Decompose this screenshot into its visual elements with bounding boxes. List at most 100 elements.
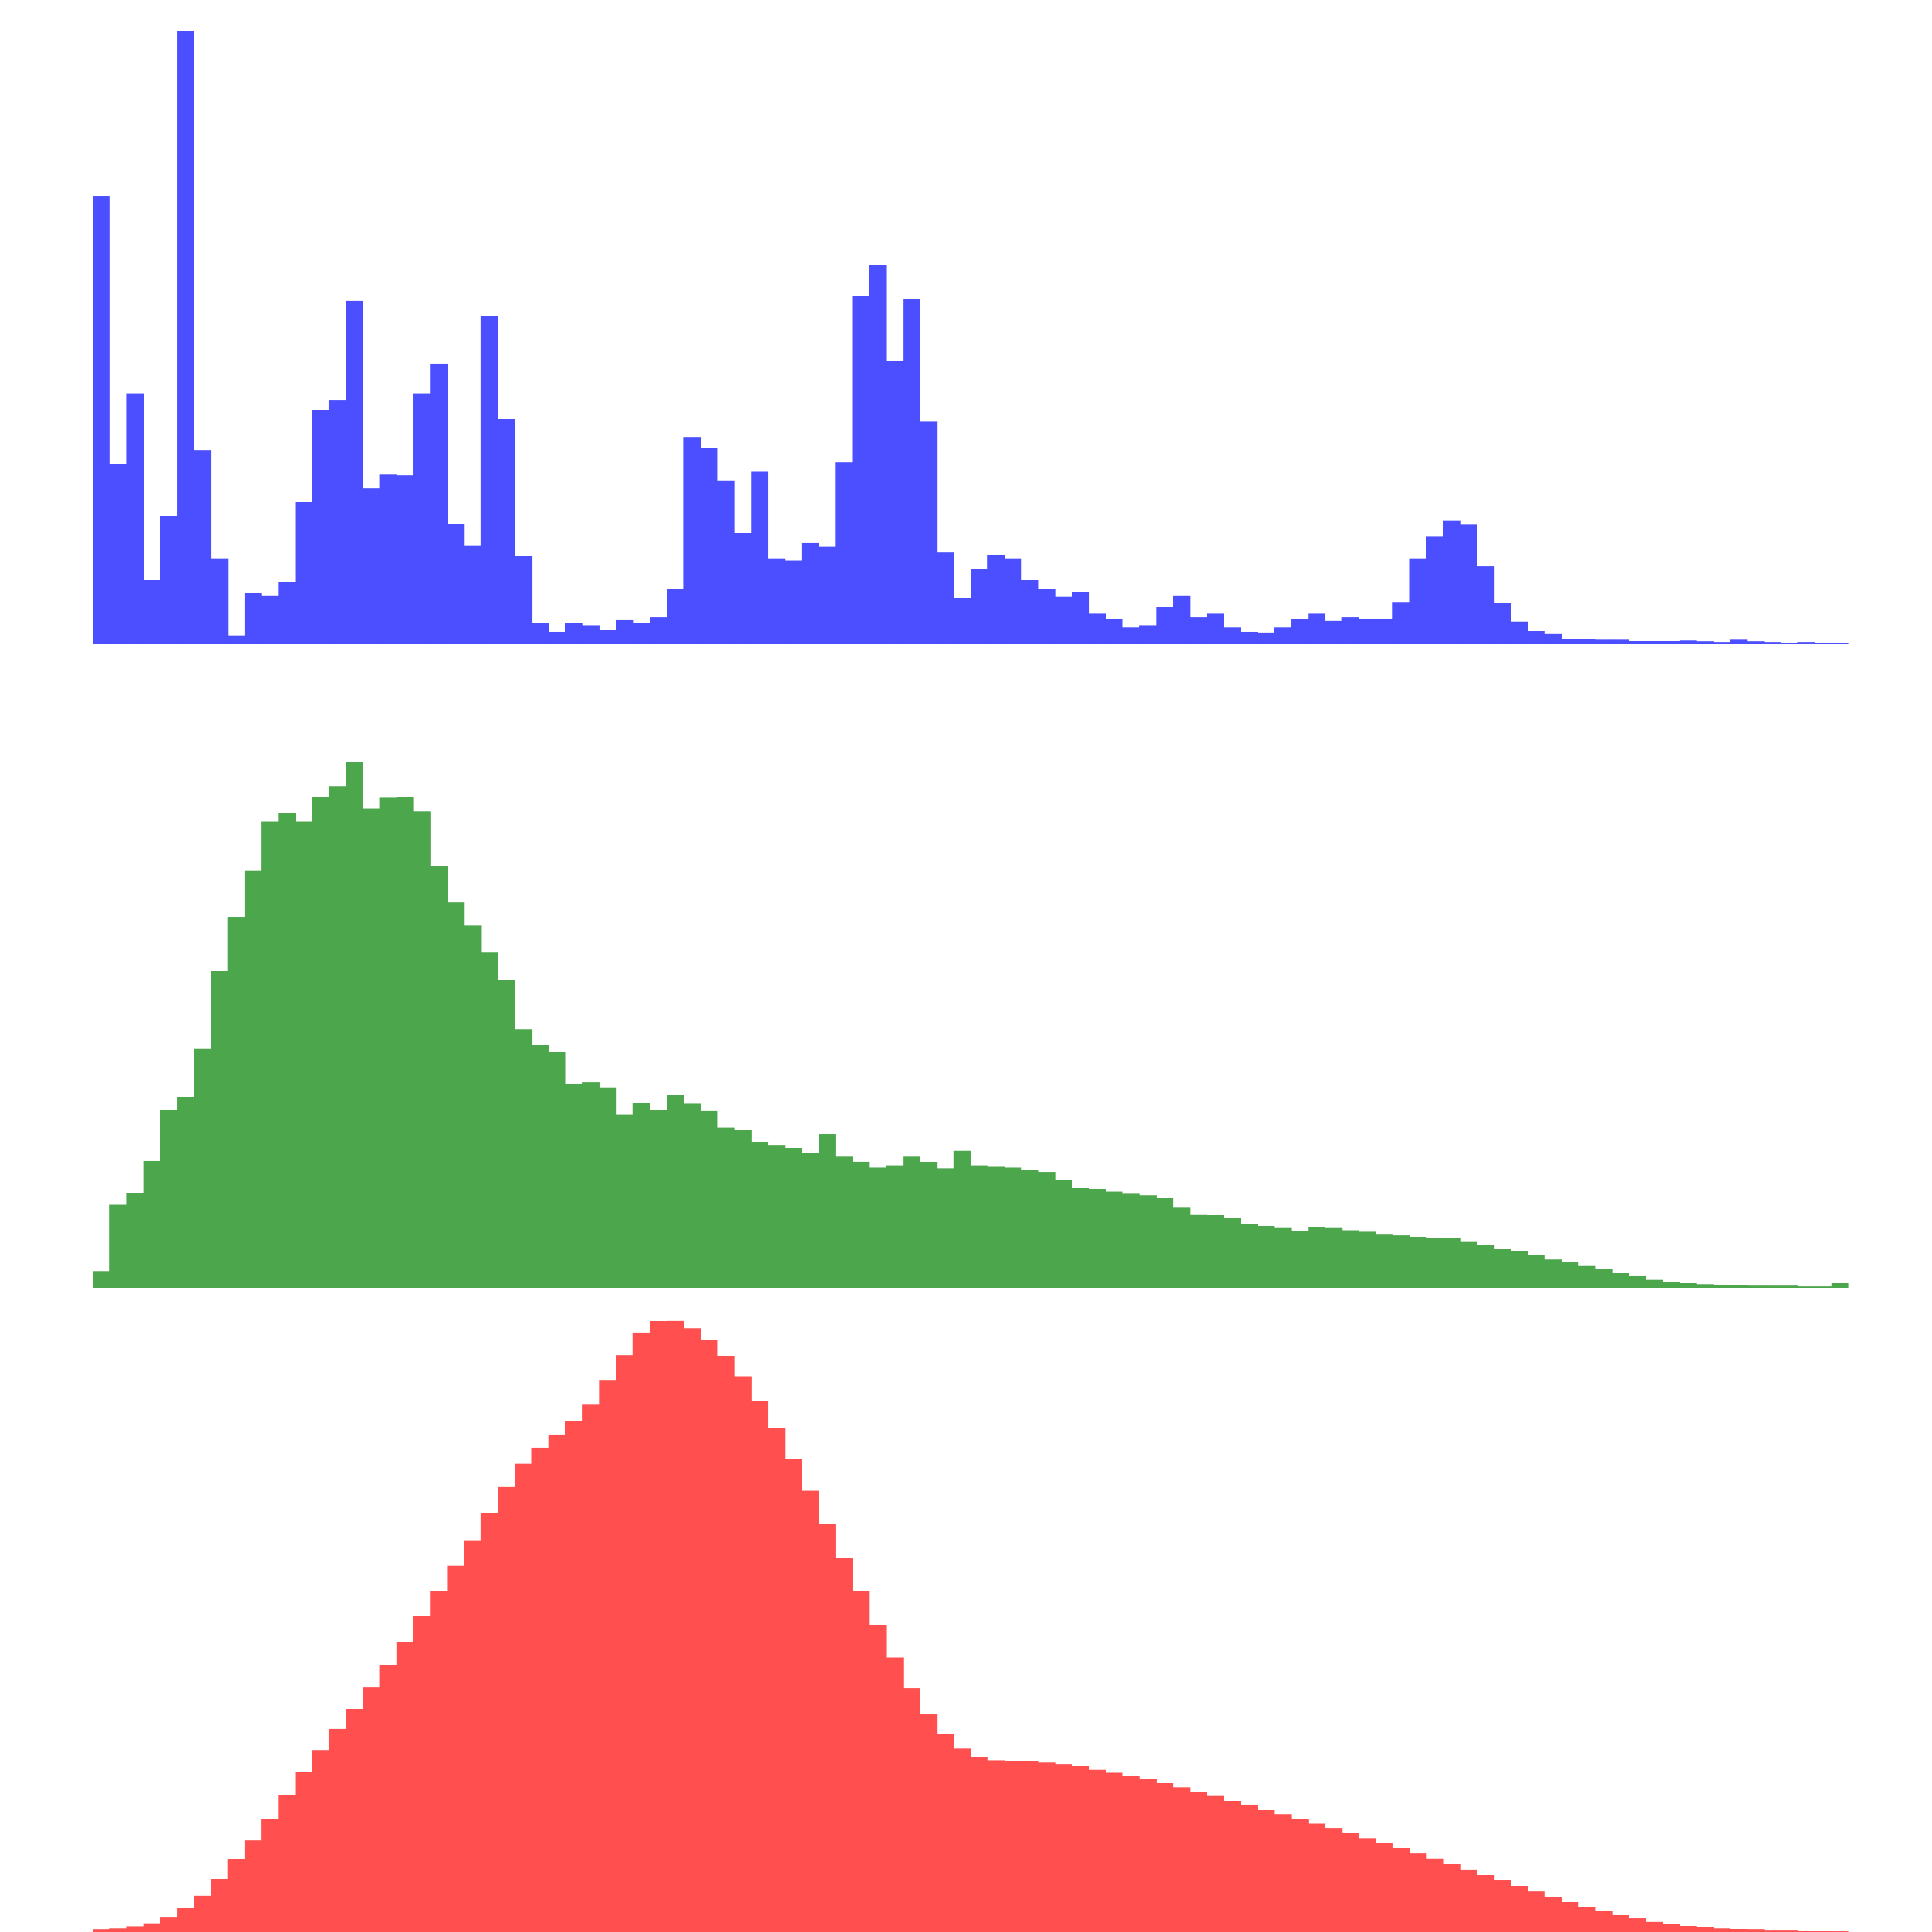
green-histogram-bar: [278, 813, 296, 1288]
green-histogram-bar: [1443, 1238, 1461, 1288]
blue-histogram-bar: [582, 625, 600, 644]
blue-histogram-bar: [211, 558, 229, 644]
blue-histogram-bar: [1122, 627, 1140, 644]
blue-histogram-bar: [1781, 643, 1798, 644]
green-histogram-bar: [1105, 1191, 1123, 1288]
red-histogram-bar: [971, 1757, 988, 1932]
green-histogram-bar: [363, 808, 381, 1288]
blue-histogram-bar: [717, 480, 735, 644]
red-histogram-bar: [1696, 1927, 1714, 1932]
red-histogram-bar: [1341, 1833, 1359, 1932]
green-histogram-bar: [1797, 1286, 1815, 1288]
red-histogram-bar: [109, 1928, 128, 1932]
red-histogram-bar: [1122, 1776, 1140, 1932]
red-histogram-bar: [328, 1728, 346, 1932]
blue-histogram-bar: [903, 299, 920, 645]
blue-histogram-bar: [295, 502, 313, 644]
green-histogram-bar: [1460, 1241, 1477, 1288]
green-histogram-bar: [819, 1134, 836, 1288]
blue-histogram-bar: [768, 558, 786, 644]
green-histogram-bar: [211, 971, 229, 1288]
blue-histogram-bar: [328, 400, 346, 644]
blue-histogram-bar: [1747, 641, 1765, 644]
red-histogram-bar: [717, 1356, 735, 1932]
green-histogram-bar: [1544, 1259, 1562, 1288]
green-histogram-bar: [667, 1095, 684, 1288]
blue-histogram-bar: [1612, 639, 1629, 644]
green-histogram-bar: [1240, 1224, 1258, 1288]
green-histogram-bar: [1308, 1227, 1326, 1288]
red-histogram-bar: [1037, 1762, 1056, 1932]
green-histogram-bar: [903, 1156, 920, 1288]
red-histogram-bar: [801, 1490, 819, 1932]
blue-histogram-bar: [734, 533, 752, 644]
green-histogram-bar: [464, 925, 482, 1288]
red-histogram-bar: [1156, 1783, 1174, 1932]
red-histogram-bar: [227, 1859, 245, 1932]
red-histogram-bar: [1426, 1858, 1444, 1932]
red-histogram-bar: [819, 1524, 836, 1932]
blue-histogram-bar: [1544, 633, 1562, 644]
green-histogram-bar: [177, 1097, 194, 1288]
red-histogram-bar: [1662, 1924, 1680, 1932]
red-histogram-bar: [734, 1376, 752, 1932]
blue-histogram-bar: [1662, 641, 1680, 644]
green-histogram-bar: [1088, 1189, 1106, 1288]
blue-histogram-bar: [953, 598, 971, 644]
blue-histogram-bar: [480, 316, 498, 644]
blue-histogram-bar: [227, 635, 245, 644]
red-histogram-bar: [953, 1748, 971, 1932]
red-histogram-bar: [835, 1558, 853, 1932]
red-histogram-bar: [413, 1616, 431, 1932]
green-histogram-bar: [1206, 1215, 1224, 1288]
blue-histogram-bar: [1274, 627, 1292, 644]
blue-histogram-bar: [447, 524, 465, 644]
blue-histogram-bar: [886, 361, 904, 644]
green-histogram-bar: [447, 902, 465, 1288]
green-histogram-bar: [1072, 1188, 1090, 1288]
blue-histogram-bar: [346, 300, 363, 644]
blue-histogram-bar: [1358, 618, 1376, 644]
green-histogram-bar: [1645, 1279, 1663, 1288]
green-histogram-bar: [1730, 1285, 1748, 1288]
red-histogram-bar: [649, 1321, 667, 1932]
blue-histogram-bar: [683, 437, 701, 644]
red-histogram-bar: [312, 1750, 330, 1932]
blue-histogram-bar: [1021, 580, 1039, 644]
red-histogram-bar: [1797, 1931, 1815, 1932]
green-histogram-bar: [1493, 1249, 1511, 1288]
green-histogram-bar: [109, 1204, 128, 1288]
green-histogram-bar: [717, 1127, 735, 1288]
blue-histogram-bar: [1814, 643, 1832, 644]
red-histogram-bar: [1308, 1823, 1326, 1932]
blue-histogram-bar: [1493, 603, 1511, 644]
red-histogram-bar: [295, 1772, 313, 1932]
blue-histogram-bar: [1426, 536, 1444, 644]
blue-histogram-bar: [515, 556, 533, 644]
green-histogram-bar: [1257, 1226, 1275, 1288]
blue-histogram-bar: [835, 462, 853, 644]
green-histogram-bar: [261, 821, 279, 1288]
blue-histogram-bar: [920, 421, 938, 644]
green-histogram-bar: [498, 980, 515, 1288]
blue-histogram-bar: [1460, 524, 1477, 644]
red-histogram-bar: [1730, 1929, 1748, 1932]
blue-histogram-bar: [1645, 641, 1663, 644]
green-histogram-bar: [1426, 1238, 1444, 1288]
red-histogram-bar: [1325, 1828, 1343, 1932]
red-histogram-bar: [1561, 1902, 1579, 1932]
green-histogram-bar: [1291, 1231, 1309, 1288]
red-histogram-bar: [480, 1513, 498, 1932]
blue-histogram-bar: [1730, 639, 1748, 644]
red-histogram-bar: [1409, 1853, 1427, 1932]
green-histogram-bar: [1747, 1285, 1765, 1288]
blue-histogram-bar: [616, 619, 634, 644]
green-histogram-bar: [430, 866, 448, 1288]
red-histogram-bar: [244, 1840, 262, 1932]
blue-histogram-bar: [632, 623, 650, 644]
blue-histogram-bar: [1224, 627, 1241, 644]
red-histogram-bar: [1493, 1880, 1511, 1932]
green-histogram-bar: [531, 1045, 549, 1288]
green-histogram-bar: [1595, 1269, 1613, 1288]
green-histogram-bar: [582, 1082, 600, 1288]
